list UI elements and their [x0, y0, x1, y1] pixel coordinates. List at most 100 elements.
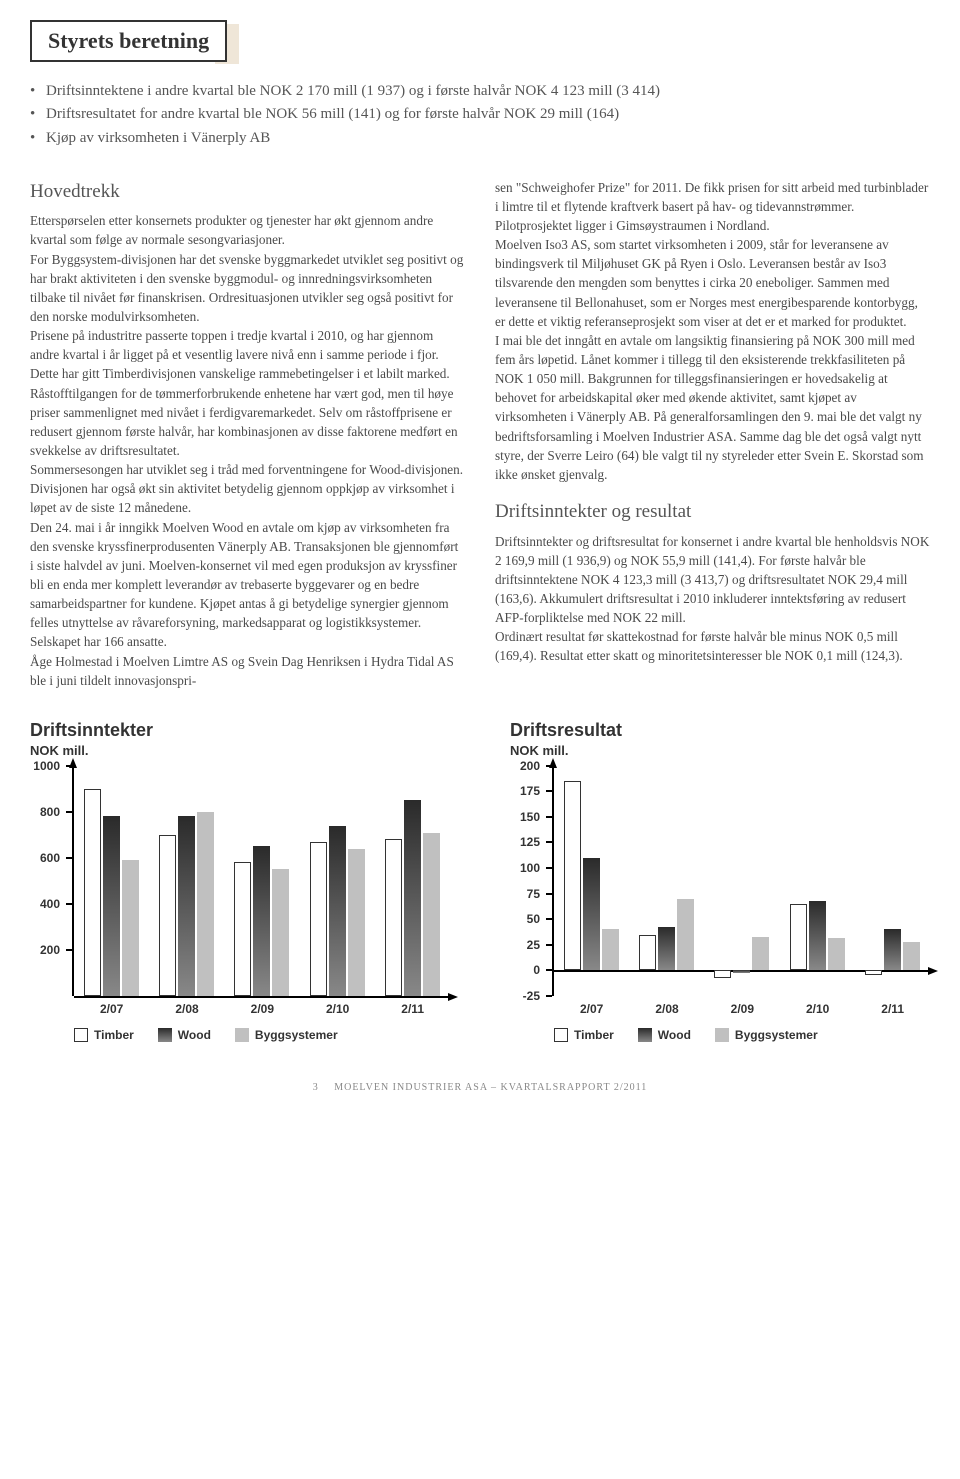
paragraph: Den 24. mai i år inngikk Moelven Wood en…	[30, 518, 465, 652]
x-label: 2/07	[100, 1002, 123, 1016]
bullet-item: •Driftsresultatet for andre kvartal ble …	[30, 103, 930, 126]
bar-group	[310, 766, 365, 996]
page-title: Styrets beretning	[48, 28, 209, 53]
footer-text: MOELVEN INDUSTRIER ASA – KVARTALSRAPPORT…	[334, 1082, 647, 1093]
legend-item-wood: Wood	[638, 1028, 691, 1042]
y-tick: 125	[520, 835, 552, 849]
bar-timber	[84, 789, 101, 996]
bar-wood	[103, 816, 120, 995]
page-footer: 3 MOELVEN INDUSTRIER ASA – KVARTALSRAPPO…	[30, 1082, 930, 1093]
bar-group	[159, 766, 214, 996]
chart-legend: Timber Wood Byggsystemer	[554, 1028, 930, 1042]
bar-timber	[714, 970, 731, 978]
chart-driftsresultat: Driftsresultat NOK mill. -25025507510012…	[510, 720, 930, 1042]
y-axis: 2004006008001000	[30, 766, 74, 996]
bar-bygg	[903, 942, 920, 971]
bar-group	[714, 766, 769, 996]
paragraph: Moelven Iso3 AS, som startet virksomhete…	[495, 235, 930, 331]
y-tick: 600	[40, 851, 72, 865]
legend-item-bygg: Byggsystemer	[235, 1028, 338, 1042]
y-axis: -250255075100125150175200	[510, 766, 554, 996]
chart-unit: NOK mill.	[510, 743, 930, 758]
legend-label: Timber	[574, 1028, 614, 1042]
bar-group	[639, 766, 694, 996]
bar-wood	[178, 816, 195, 995]
legend-item-timber: Timber	[554, 1028, 614, 1042]
chart-area: 2004006008001000	[30, 766, 450, 996]
y-tick: 50	[527, 912, 552, 926]
bar-wood	[733, 970, 750, 973]
y-tick: 75	[527, 887, 552, 901]
legend-label: Wood	[178, 1028, 211, 1042]
legend-item-wood: Wood	[158, 1028, 211, 1042]
section-heading-hovedtrekk: Hovedtrekk	[30, 178, 465, 206]
bar-wood	[253, 846, 270, 996]
bar-group	[865, 766, 920, 996]
bar-timber	[564, 781, 581, 970]
paragraph: Sommersesongen har utviklet seg i tråd m…	[30, 460, 465, 517]
y-tick: -25	[523, 989, 552, 1003]
x-label: 2/11	[401, 1002, 424, 1016]
x-label: 2/11	[881, 1002, 904, 1016]
bullet-text: Kjøp av virksomheten i Vänerply AB	[46, 127, 270, 150]
bar-wood	[658, 927, 675, 970]
bar-timber	[865, 970, 882, 975]
x-label: 2/07	[580, 1002, 603, 1016]
paragraph: For Byggsystem-divisjonen har det svensk…	[30, 250, 465, 327]
bar-timber	[385, 839, 402, 995]
bar-wood	[329, 826, 346, 996]
bar-group	[564, 766, 619, 996]
x-axis-labels: 2/072/082/092/102/11	[74, 1002, 450, 1016]
bar-group	[790, 766, 845, 996]
paragraph: Prisene på industritre passerte toppen i…	[30, 326, 465, 460]
bar-bygg	[348, 849, 365, 996]
paragraph: Driftsinntekter og driftsresultat for ko…	[495, 532, 930, 628]
bar-timber	[310, 842, 327, 996]
legend-label: Timber	[94, 1028, 134, 1042]
paragraph: Etterspørselen etter konsernets produkte…	[30, 211, 465, 249]
page-title-box: Styrets beretning	[30, 20, 227, 62]
paragraph: sen "Schweighofer Prize" for 2011. De fi…	[495, 178, 930, 235]
chart-area: -250255075100125150175200	[510, 766, 930, 996]
bar-group	[84, 766, 139, 996]
left-column: Hovedtrekk Etterspørselen etter konserne…	[30, 178, 465, 690]
baseline	[74, 996, 450, 998]
x-label: 2/08	[175, 1002, 198, 1016]
legend-label: Byggsystemer	[255, 1028, 338, 1042]
x-label: 2/09	[731, 1002, 754, 1016]
y-tick: 0	[533, 963, 552, 977]
bar-groups	[554, 766, 930, 996]
bar-bygg	[122, 860, 139, 996]
chart-legend: Timber Wood Byggsystemer	[74, 1028, 450, 1042]
bullet-item: •Kjøp av virksomheten i Vänerply AB	[30, 127, 930, 150]
chart-title: Driftsresultat	[510, 720, 930, 741]
y-tick: 175	[520, 784, 552, 798]
bar-group	[234, 766, 289, 996]
paragraph: Åge Holmestad i Moelven Limtre AS og Sve…	[30, 652, 465, 690]
bullet-text: Driftsinntektene i andre kvartal ble NOK…	[46, 80, 660, 103]
legend-label: Wood	[658, 1028, 691, 1042]
chart-plot	[554, 766, 930, 996]
charts-row: Driftsinntekter NOK mill. 20040060080010…	[30, 720, 930, 1042]
bar-bygg	[423, 833, 440, 996]
x-axis-labels: 2/072/082/092/102/11	[554, 1002, 930, 1016]
bar-bygg	[752, 937, 769, 971]
section-heading-driftsinntekter: Driftsinntekter og resultat	[495, 498, 930, 526]
paragraph: I mai ble det inngått en avtale om langs…	[495, 331, 930, 484]
legend-item-timber: Timber	[74, 1028, 134, 1042]
y-tick: 800	[40, 805, 72, 819]
legend-item-bygg: Byggsystemer	[715, 1028, 818, 1042]
page-number: 3	[313, 1082, 319, 1093]
right-column: sen "Schweighofer Prize" for 2011. De fi…	[495, 178, 930, 690]
bar-groups	[74, 766, 450, 996]
chart-title: Driftsinntekter	[30, 720, 450, 741]
bullet-text: Driftsresultatet for andre kvartal ble N…	[46, 103, 619, 126]
bar-timber	[790, 904, 807, 970]
x-label: 2/10	[806, 1002, 829, 1016]
summary-bullets: •Driftsinntektene i andre kvartal ble NO…	[30, 80, 930, 150]
y-tick: 400	[40, 897, 72, 911]
bar-wood	[404, 800, 421, 996]
chart-unit: NOK mill.	[30, 743, 450, 758]
title-accent	[215, 24, 239, 64]
y-tick: 100	[520, 861, 552, 875]
